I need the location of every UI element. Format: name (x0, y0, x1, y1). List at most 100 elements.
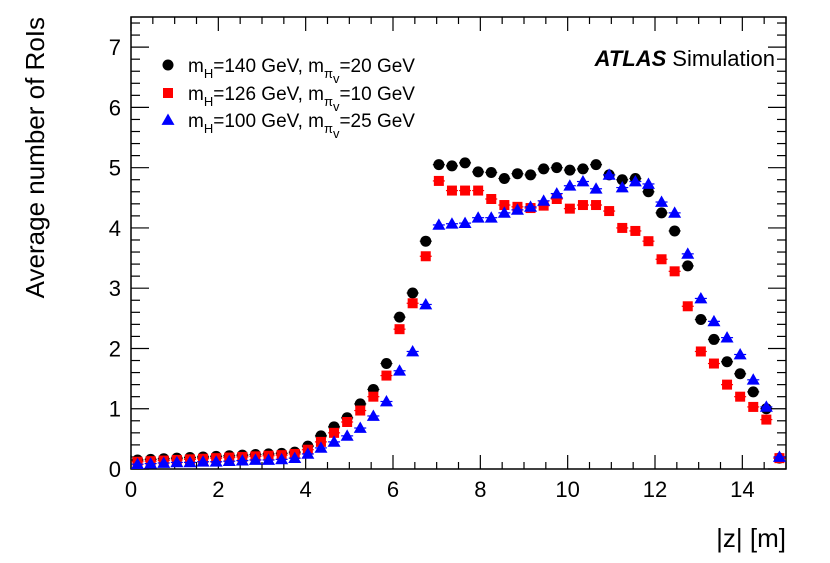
y-tick-label: 0 (109, 457, 121, 482)
data-point (656, 254, 667, 265)
data-point (510, 203, 524, 215)
data-point (131, 457, 145, 470)
data-point (720, 331, 734, 343)
y-axis-title: Average number of RoIs (20, 17, 50, 298)
x-tick-label: 2 (212, 477, 224, 502)
data-point (695, 314, 707, 326)
data-point (355, 405, 366, 416)
data-point (669, 225, 681, 237)
y-tick-label: 2 (109, 336, 121, 361)
data-point (708, 333, 720, 345)
data-point (525, 169, 537, 181)
data-point (394, 324, 405, 335)
data-point (641, 177, 655, 189)
legend-marker (162, 59, 174, 71)
x-tick-label: 4 (300, 477, 312, 502)
legend-label: mH=100 GeV, mπv=25 GeV (188, 111, 415, 141)
x-tick-label: 0 (125, 477, 137, 502)
data-point (628, 175, 642, 187)
y-tick-label: 4 (109, 216, 121, 241)
data-point (144, 457, 158, 469)
data-point (458, 216, 472, 228)
data-point (577, 163, 589, 175)
data-point (459, 157, 471, 169)
legend-label: mH=126 GeV, mπv=10 GeV (188, 84, 415, 114)
data-point (589, 182, 603, 194)
data-point (327, 435, 341, 447)
data-point (183, 455, 197, 468)
legend-marker (163, 88, 173, 98)
data-point (524, 200, 538, 212)
data-point (406, 344, 420, 357)
data-point (407, 287, 419, 299)
data-point (617, 222, 628, 233)
data-point (604, 206, 615, 217)
x-axis-title: |z| [m] (716, 523, 786, 553)
data-point (759, 400, 773, 412)
legend-marker (161, 113, 175, 125)
data-point (655, 195, 669, 207)
x-tick-label: 6 (387, 477, 399, 502)
data-point (420, 235, 432, 247)
data-point (472, 166, 484, 178)
data-point (708, 358, 719, 369)
data-point (235, 454, 249, 466)
data-point (288, 451, 302, 464)
data-point (393, 364, 407, 376)
data-point (380, 358, 392, 370)
data-point (445, 217, 459, 229)
data-point (682, 301, 693, 312)
data-point (486, 194, 497, 205)
data-point (761, 414, 772, 425)
data-point (695, 346, 706, 357)
data-point (262, 453, 276, 465)
data-point (353, 421, 367, 433)
data-point (420, 251, 431, 262)
data-point (446, 160, 458, 172)
data-point (551, 162, 563, 174)
x-tick-label: 8 (474, 477, 486, 502)
data-point (511, 168, 523, 180)
data-point (329, 427, 340, 438)
data-point (551, 194, 562, 205)
data-point (170, 455, 184, 468)
axis-ticks (130, 17, 787, 470)
data-point (564, 164, 576, 176)
data-point (772, 450, 786, 462)
data-point (564, 203, 575, 214)
data-point (734, 368, 746, 380)
data-point (643, 236, 654, 247)
data-point (209, 455, 223, 467)
y-tick-label: 5 (109, 156, 121, 181)
y-tick-label: 7 (109, 35, 121, 60)
data-point (381, 370, 392, 381)
data-point (550, 187, 564, 199)
data-point (484, 211, 498, 223)
data-point (222, 454, 236, 467)
data-point (615, 181, 629, 193)
legend-label: mH=140 GeV, mπv=20 GeV (188, 56, 415, 86)
data-point (735, 391, 746, 402)
atlas-simulation-label: ATLAS Simulation (594, 46, 775, 71)
data-point (721, 356, 733, 368)
data-point (419, 297, 433, 310)
data-point (275, 452, 289, 465)
series-2 (131, 175, 786, 467)
data-point (748, 401, 759, 412)
data-point (746, 373, 760, 385)
data-point (498, 173, 510, 185)
data-point (733, 347, 747, 360)
data-point (368, 391, 379, 402)
data-point (707, 314, 721, 327)
data-point (196, 455, 210, 467)
data-point (340, 429, 354, 441)
data-point (497, 206, 511, 218)
data-point (668, 206, 682, 218)
data-point (407, 298, 418, 309)
data-point (590, 159, 602, 171)
data-point (682, 260, 694, 272)
data-point (537, 194, 551, 206)
x-tick-label: 14 (730, 477, 754, 502)
